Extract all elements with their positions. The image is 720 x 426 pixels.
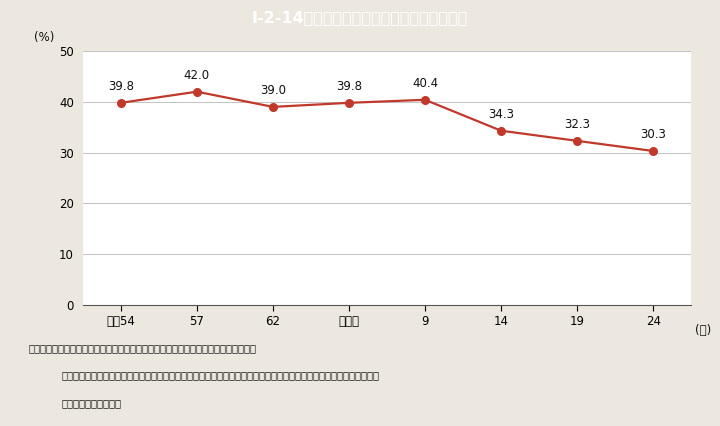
Text: 42.0: 42.0 [184, 69, 210, 82]
Text: （備考）１．　繏務省「就業構造基本調査」（中小企業庁特別集計結果）より作成。: （備考）１． 繏務省「就業構造基本調査」（中小企業庁特別集計結果）より作成。 [29, 343, 257, 353]
Text: となっている者。: となっている者。 [61, 398, 121, 408]
Text: 39.8: 39.8 [108, 80, 134, 93]
Text: (年): (年) [695, 324, 711, 337]
Text: 40.4: 40.4 [412, 77, 438, 90]
Text: 39.8: 39.8 [336, 80, 362, 93]
Text: ２．　起業家とは，過去１年間に職を変えた又は新たに職についた者のうち，　現在は「自営業主（内職者を除く）」: ２． 起業家とは，過去１年間に職を変えた又は新たに職についた者のうち， 現在は「… [61, 371, 379, 380]
Text: (%): (%) [34, 31, 55, 43]
Text: 39.0: 39.0 [260, 84, 286, 97]
Text: 34.3: 34.3 [488, 108, 514, 121]
Text: I-2-14図　起業家に占める女性の割合の推移: I-2-14図 起業家に占める女性の割合の推移 [252, 10, 468, 25]
Text: 32.3: 32.3 [564, 118, 590, 131]
Text: 30.3: 30.3 [640, 128, 666, 141]
